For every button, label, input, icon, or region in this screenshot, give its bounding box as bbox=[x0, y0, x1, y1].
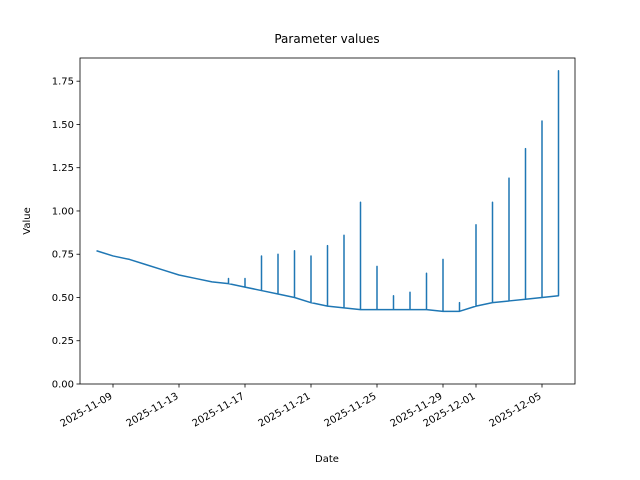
x-tick-label: 2025-11-25 bbox=[323, 391, 379, 430]
data-line bbox=[96, 70, 560, 313]
y-tick-label: 1.25 bbox=[52, 163, 74, 174]
x-tick-label: 2025-11-17 bbox=[191, 391, 247, 430]
y-tick-label: 0.00 bbox=[52, 380, 74, 391]
chart-title: Parameter values bbox=[274, 32, 379, 46]
y-axis-label: Value bbox=[22, 207, 33, 234]
x-tick-label: 2025-11-21 bbox=[257, 391, 313, 430]
x-axis-label: Date bbox=[315, 454, 339, 465]
x-tick-label: 2025-12-05 bbox=[488, 391, 544, 430]
x-tick-label: 2025-11-09 bbox=[59, 391, 115, 430]
x-tick-label: 2025-11-13 bbox=[125, 391, 181, 430]
y-tick-label: 1.00 bbox=[52, 206, 74, 217]
plot-frame bbox=[79, 57, 576, 385]
y-tick-label: 1.50 bbox=[52, 120, 74, 131]
y-tick-label: 0.25 bbox=[52, 336, 74, 347]
y-tick-label: 0.50 bbox=[52, 293, 74, 304]
y-tick-label: 1.75 bbox=[52, 77, 74, 88]
y-tick-label: 0.75 bbox=[52, 250, 74, 261]
